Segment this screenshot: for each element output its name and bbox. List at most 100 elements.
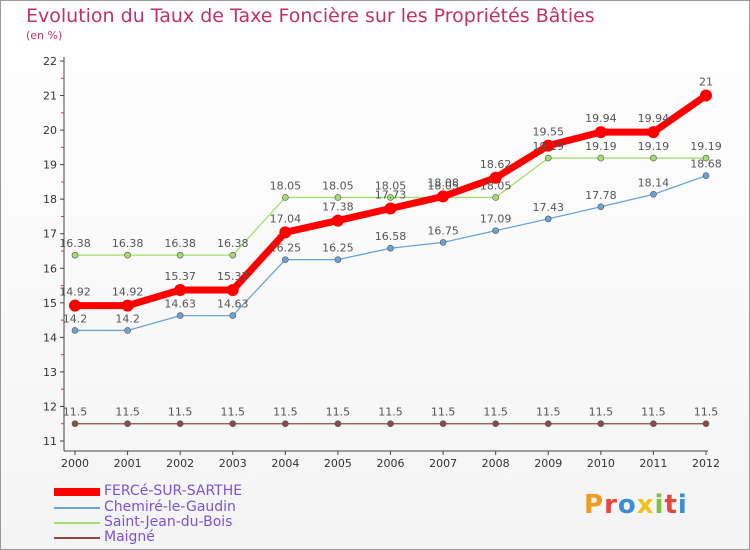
data-label: 18.05 [427, 179, 459, 192]
data-label: 15.37 [164, 270, 196, 283]
data-label: 11.5 [694, 406, 719, 419]
data-label: 16.38 [164, 237, 196, 250]
data-label: 16.25 [322, 242, 354, 255]
y-tick-label: 11 [43, 435, 57, 448]
data-point [229, 312, 237, 319]
x-tick-label: 2001 [114, 457, 142, 470]
data-point [176, 420, 184, 428]
data-point [544, 420, 552, 428]
data-point [542, 139, 555, 152]
data-label: 11.5 [326, 406, 351, 419]
data-label: 18.05 [270, 179, 302, 192]
data-point [650, 420, 657, 428]
y-tick-label: 15 [43, 297, 57, 310]
y-tick-label: 16 [43, 262, 57, 275]
data-point [492, 194, 499, 201]
x-tick-label: 2011 [639, 457, 667, 470]
legend-item: Saint-Jean-du-Bois [54, 514, 233, 530]
data-point [69, 299, 81, 312]
chart-title: Evolution du Taux de Taxe Foncière sur l… [26, 5, 595, 27]
y-tick-label: 13 [43, 366, 57, 379]
x-tick-label: 2004 [271, 457, 299, 470]
unit-label: (en %) [26, 29, 63, 42]
legend-label: Maigné [104, 529, 155, 545]
data-point [124, 327, 131, 334]
data-label: 15.37 [217, 270, 249, 283]
legend-item: FERCé-SUR-SARTHE [54, 483, 243, 499]
data-point [282, 256, 289, 263]
data-label: 18.08 [427, 176, 459, 189]
data-point [650, 154, 657, 162]
data-label: 11.5 [378, 406, 403, 419]
data-label: 14.2 [63, 312, 88, 325]
legend-item: Chemiré-le-Gaudin [54, 499, 236, 515]
x-tick-label: 2010 [587, 457, 615, 470]
data-label: 16.75 [427, 224, 459, 237]
data-point [489, 171, 502, 184]
data-label: 11.5 [641, 406, 666, 419]
data-point [650, 191, 657, 198]
y-tick-label: 20 [43, 124, 57, 137]
x-tick-label: 2009 [534, 457, 562, 470]
data-label: 19.94 [638, 112, 670, 125]
data-point [544, 215, 552, 223]
data-point [437, 190, 450, 203]
data-point [387, 194, 394, 201]
data-label: 14.63 [164, 298, 196, 311]
data-point [229, 420, 237, 428]
data-point [702, 420, 710, 428]
data-point [384, 202, 397, 215]
data-point [597, 203, 605, 211]
data-point [226, 284, 239, 297]
data-point [124, 420, 131, 428]
data-label: 17.09 [480, 213, 512, 226]
x-tick-label: 2006 [377, 457, 405, 470]
data-label: 16.38 [59, 237, 91, 250]
y-tick-label: 17 [43, 228, 57, 241]
data-point [121, 299, 134, 312]
data-label: 18.05 [322, 179, 354, 192]
x-tick-label: 2000 [61, 457, 89, 470]
data-label: 16.25 [270, 242, 302, 255]
data-point [279, 226, 292, 239]
legend-swatch [54, 488, 100, 496]
x-tick-label: 2003 [219, 457, 247, 470]
data-point [439, 420, 447, 428]
legend-label: Saint-Jean-du-Bois [104, 514, 233, 530]
data-label: 17.43 [533, 201, 565, 214]
data-point [439, 239, 447, 246]
data-point [334, 194, 342, 201]
data-label: 18.14 [638, 176, 670, 189]
data-label: 11.5 [63, 406, 88, 419]
data-point [492, 227, 499, 234]
data-point [282, 420, 289, 428]
y-tick-label: 19 [43, 159, 57, 172]
data-point [124, 251, 131, 259]
data-point [71, 251, 79, 259]
data-label: 17.38 [322, 201, 354, 214]
data-point [647, 126, 660, 139]
data-label: 16.38 [217, 237, 249, 250]
data-point [700, 89, 712, 102]
x-tick-label: 2008 [482, 457, 510, 470]
data-point [544, 154, 552, 162]
legend-label: Chemiré-le-Gaudin [104, 499, 236, 515]
y-tick-label: 14 [43, 331, 57, 344]
data-label: 14.63 [217, 298, 249, 311]
data-point [702, 154, 710, 162]
data-point [334, 256, 342, 263]
data-label: 14.92 [112, 286, 144, 299]
y-tick-label: 12 [43, 400, 57, 413]
data-point [71, 327, 79, 334]
legend-swatch [54, 507, 100, 509]
proxiti-logo: Proxiti [584, 490, 688, 520]
x-tick-label: 2005 [324, 457, 352, 470]
data-point [176, 251, 184, 259]
legend-swatch [54, 537, 100, 539]
data-point [174, 284, 187, 297]
data-label: 11.5 [273, 406, 298, 419]
legend-label: FERCé-SUR-SARTHE [104, 483, 243, 499]
data-label: 19.19 [533, 140, 565, 153]
y-tick-label: 18 [43, 193, 57, 206]
